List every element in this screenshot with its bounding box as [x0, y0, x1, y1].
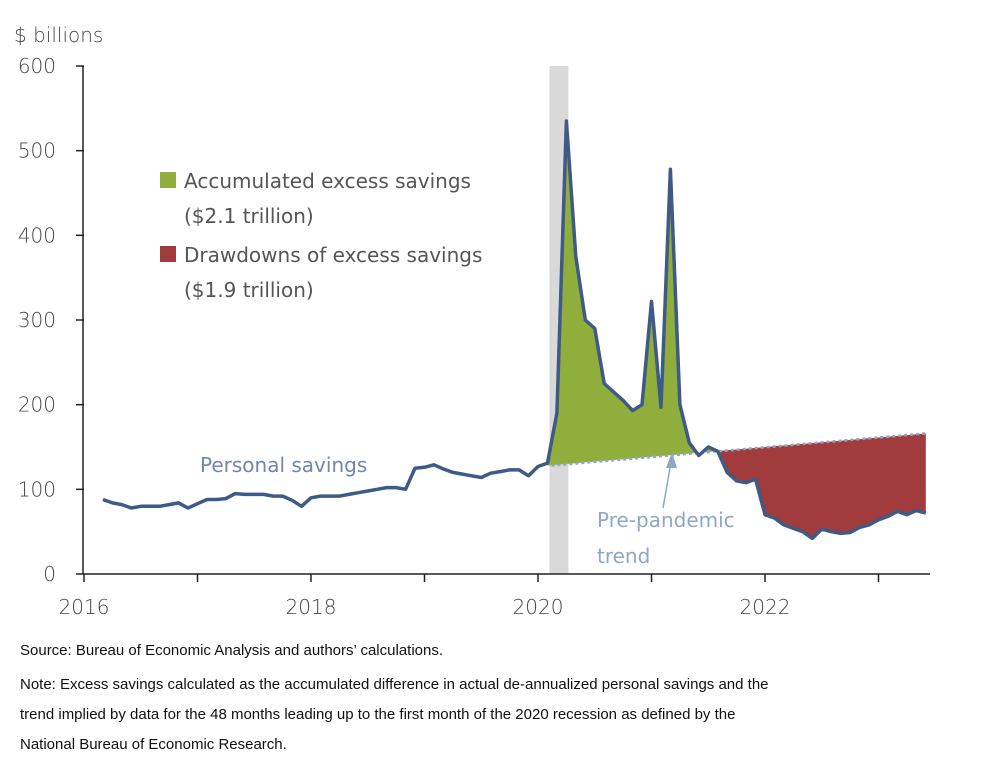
note-line-3: National Bureau of Economic Research. — [20, 736, 287, 753]
x-tick-label: 2020 — [513, 595, 564, 619]
y-tick-label: 500 — [18, 139, 56, 163]
excess-savings-area — [547, 121, 697, 466]
chart-svg: $ billions 0 100 200 300 400 500 600 2016 2018 20… — [14, 23, 930, 619]
legend-label: Accumulated excess savings — [184, 169, 471, 193]
x-tick-label: 2016 — [59, 595, 110, 619]
legend-swatch — [160, 246, 176, 262]
pre-pandemic-trend-line — [551, 432, 926, 467]
source-note: Source: Bureau of Economic Analysis and … — [20, 642, 444, 659]
legend-swatch — [160, 172, 176, 188]
note-line-2: trend implied by data for the 48 months … — [20, 706, 736, 723]
y-tick-label: 400 — [18, 223, 56, 247]
y-axis-label: $ billions — [14, 23, 103, 47]
drawdown-area — [717, 433, 926, 539]
x-tick-label: 2022 — [740, 595, 791, 619]
personal-savings-label: Personal savings — [200, 453, 367, 477]
y-tick-label: 0 — [43, 562, 56, 586]
trend-label-line1: Pre-pandemic — [597, 508, 735, 532]
legend-label: Drawdowns of excess savings — [184, 243, 482, 267]
y-tick-label: 300 — [18, 308, 56, 332]
y-tick-label: 600 — [18, 54, 56, 78]
note-line-1: Note: Excess savings calculated as the a… — [20, 676, 769, 693]
legend-sublabel: ($1.9 trillion) — [184, 278, 314, 302]
legend-sublabel: ($2.1 trillion) — [184, 204, 314, 228]
personal-savings-line — [102, 119, 927, 541]
y-tick-label: 200 — [18, 393, 56, 417]
y-tick-label: 100 — [18, 477, 56, 501]
x-tick-label: 2018 — [286, 595, 337, 619]
trend-label-line2: trend — [597, 544, 650, 568]
trend-arrow — [662, 452, 677, 509]
